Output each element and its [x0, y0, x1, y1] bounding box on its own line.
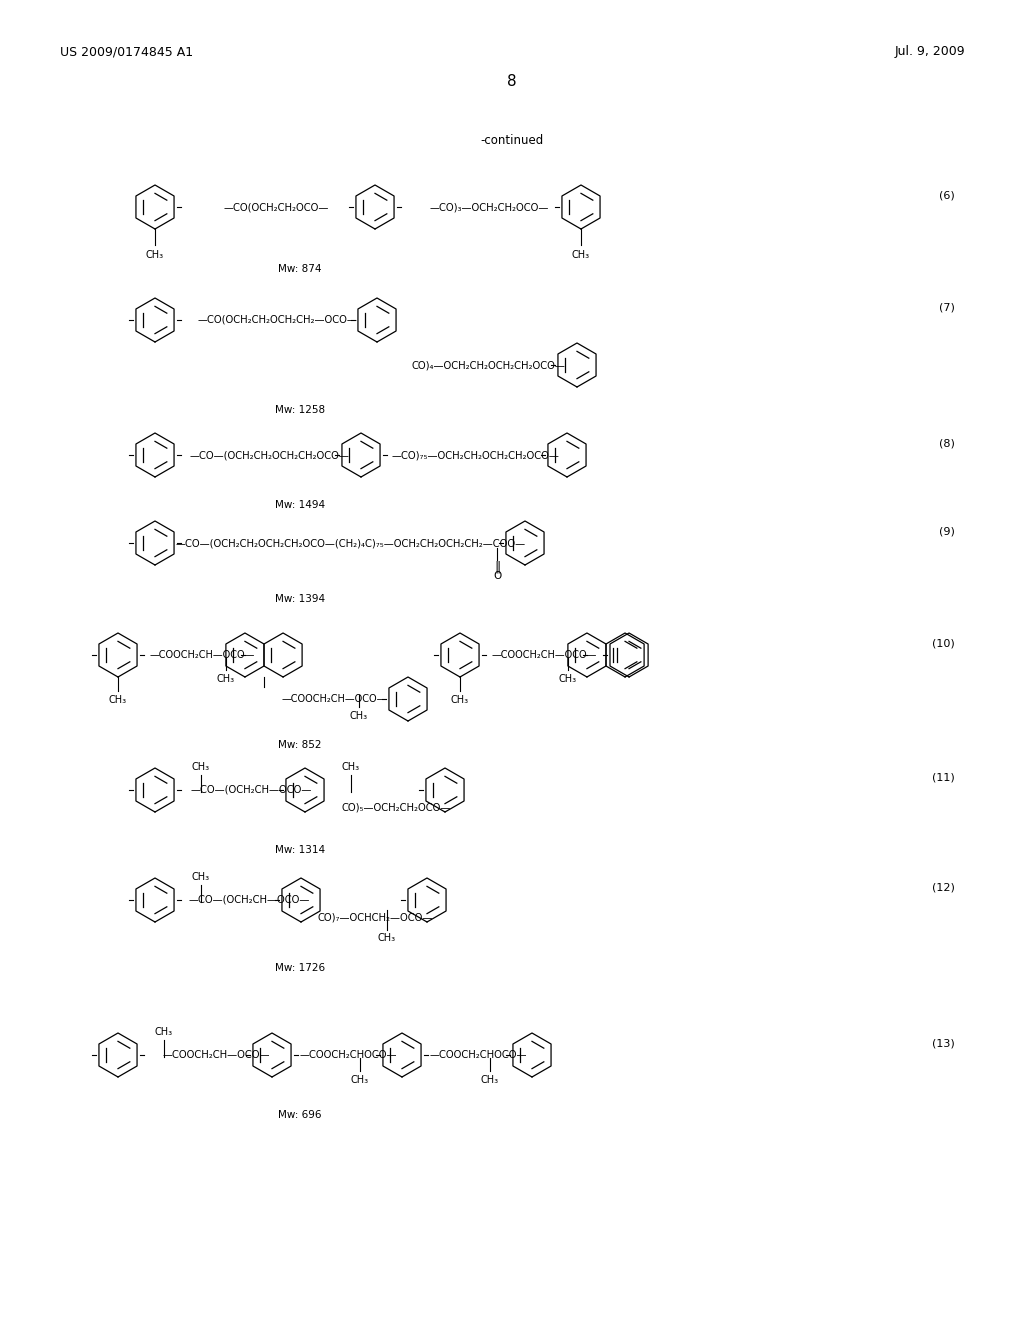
Text: —CO(OCH₂CH₂OCH₂CH₂—OCO—: —CO(OCH₂CH₂OCH₂CH₂—OCO—	[197, 315, 357, 325]
Text: (12): (12)	[932, 883, 955, 894]
Text: CH₃: CH₃	[217, 675, 236, 684]
Text: —CO—(OCH₂CH—OCO—: —CO—(OCH₂CH—OCO—	[190, 785, 311, 795]
Text: CH₃: CH₃	[351, 1074, 369, 1085]
Text: CO)₄—OCH₂CH₂OCH₂CH₂OCO—: CO)₄—OCH₂CH₂OCH₂CH₂OCO—	[411, 360, 565, 370]
Text: CH₃: CH₃	[559, 675, 578, 684]
Text: 8: 8	[507, 74, 517, 90]
Text: —CO(OCH₂CH₂OCO—: —CO(OCH₂CH₂OCO—	[223, 202, 329, 213]
Text: —COOCH₂CHOCO—: —COOCH₂CHOCO—	[299, 1049, 396, 1060]
Text: CH₃: CH₃	[155, 1027, 173, 1038]
Text: CH₃: CH₃	[481, 1074, 499, 1085]
Text: Mw: 874: Mw: 874	[279, 264, 322, 275]
Text: CH₃: CH₃	[191, 873, 210, 882]
Text: —CO)₇₅—OCH₂CH₂OCH₂CH₂OCO—: —CO)₇₅—OCH₂CH₂OCH₂CH₂OCO—	[391, 450, 559, 459]
Text: —COOCH₂CH—OCO—: —COOCH₂CH—OCO—	[492, 649, 597, 660]
Text: CH₃: CH₃	[451, 696, 469, 705]
Text: Mw: 1258: Mw: 1258	[274, 405, 325, 414]
Text: CH₃: CH₃	[146, 249, 164, 260]
Text: ‖: ‖	[494, 561, 500, 573]
Text: CO)₇—OCHCH₂—OCO—: CO)₇—OCHCH₂—OCO—	[317, 913, 433, 923]
Text: —CO—(OCH₂CH₂OCH₂CH₂OCO—: —CO—(OCH₂CH₂OCH₂CH₂OCO—	[189, 450, 349, 459]
Text: CH₃: CH₃	[350, 711, 368, 721]
Text: Mw: 852: Mw: 852	[279, 741, 322, 750]
Text: CH₃: CH₃	[191, 762, 210, 772]
Text: (11): (11)	[932, 774, 955, 783]
Text: (8): (8)	[939, 438, 955, 447]
Text: -continued: -continued	[480, 133, 544, 147]
Text: CH₃: CH₃	[342, 762, 360, 772]
Text: O: O	[493, 572, 501, 581]
Text: Mw: 1314: Mw: 1314	[274, 845, 325, 855]
Text: (7): (7)	[939, 304, 955, 313]
Text: Mw: 1394: Mw: 1394	[274, 594, 325, 605]
Text: —CO—(OCH₂CH₂OCH₂CH₂OCO—(CH₂)₄C)₇₅—OCH₂CH₂OCH₂CH₂—COO—: —CO—(OCH₂CH₂OCH₂CH₂OCO—(CH₂)₄C)₇₅—OCH₂CH…	[176, 539, 526, 548]
Text: CH₃: CH₃	[572, 249, 590, 260]
Text: —COOCH₂CH—OCO—: —COOCH₂CH—OCO—	[150, 649, 255, 660]
Text: Jul. 9, 2009: Jul. 9, 2009	[894, 45, 965, 58]
Text: (9): (9)	[939, 525, 955, 536]
Text: Mw: 1494: Mw: 1494	[274, 500, 325, 510]
Text: (6): (6)	[939, 190, 955, 201]
Text: —COOCH₂CH—OCO—: —COOCH₂CH—OCO—	[282, 694, 387, 704]
Text: CH₃: CH₃	[378, 933, 396, 942]
Text: —CO—(OCH₂CH—OCO—: —CO—(OCH₂CH—OCO—	[188, 895, 309, 906]
Text: US 2009/0174845 A1: US 2009/0174845 A1	[60, 45, 194, 58]
Text: —COOCH₂CH—OCO—: —COOCH₂CH—OCO—	[162, 1049, 269, 1060]
Text: Mw: 1726: Mw: 1726	[274, 964, 325, 973]
Text: (10): (10)	[932, 638, 955, 648]
Text: Mw: 696: Mw: 696	[279, 1110, 322, 1119]
Text: —CO)₃—OCH₂CH₂OCO—: —CO)₃—OCH₂CH₂OCO—	[429, 202, 549, 213]
Text: (13): (13)	[932, 1038, 955, 1048]
Text: CO)₅—OCH₂CH₂OCO—: CO)₅—OCH₂CH₂OCO—	[341, 803, 451, 813]
Text: CH₃: CH₃	[109, 696, 127, 705]
Text: —COOCH₂CHOCO—: —COOCH₂CHOCO—	[429, 1049, 526, 1060]
